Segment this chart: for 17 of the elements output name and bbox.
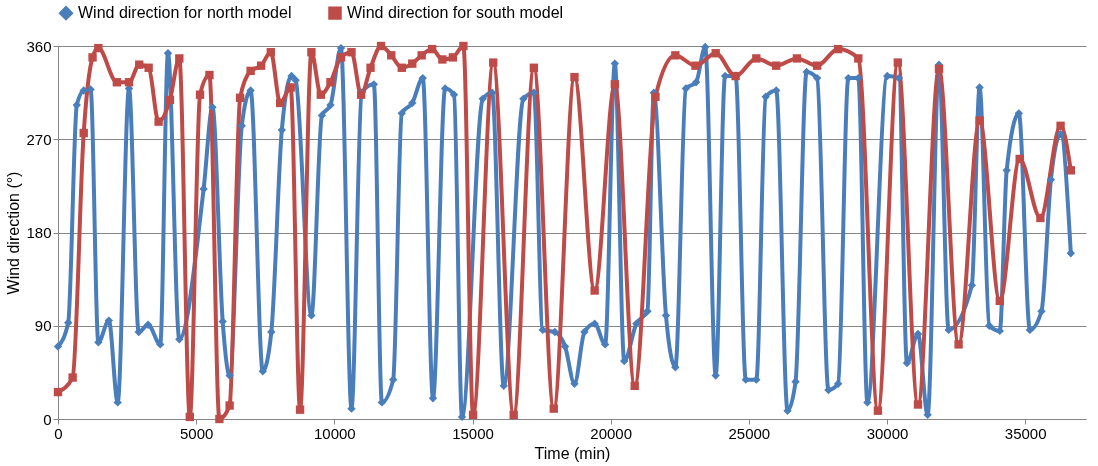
y-tick-label: 360 [26, 37, 52, 55]
x-tick-label: 35000 [1004, 424, 1047, 442]
x-tick-label: 30000 [866, 424, 909, 442]
x-tick-label: 15000 [452, 424, 494, 442]
y-axis-title: Wind direction (°) [5, 171, 23, 295]
legend-label: Wind direction for north model [78, 4, 292, 22]
x-tick-label: 20000 [590, 424, 633, 442]
x-tick-label: 0 [54, 424, 63, 442]
y-tick-label: 90 [34, 317, 52, 335]
y-tick-label: 270 [26, 130, 52, 148]
y-tick-label: 180 [26, 224, 52, 241]
x-tick-label: 5000 [179, 424, 214, 442]
x-tick-label: 25000 [728, 424, 771, 442]
legend-label: Wind direction for south model [347, 4, 564, 22]
y-tick-label: 0 [43, 410, 52, 428]
x-tick-label: 10000 [313, 424, 356, 442]
x-axis-title: Time (min) [534, 444, 611, 462]
